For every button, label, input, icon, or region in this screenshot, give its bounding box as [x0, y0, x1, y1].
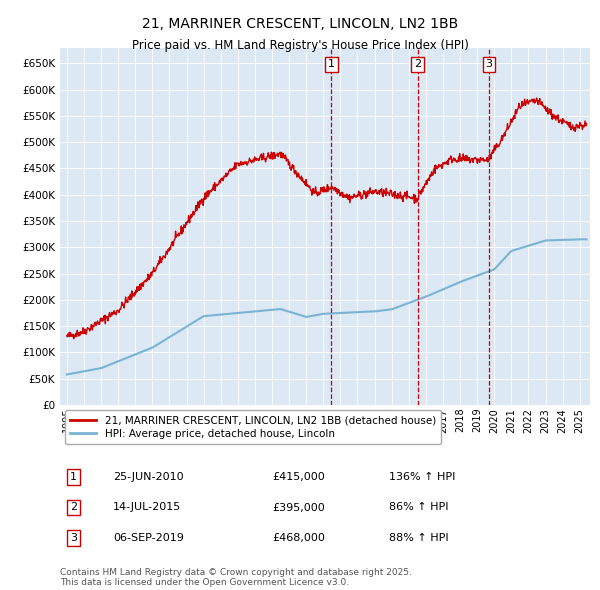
Text: 3: 3 — [70, 533, 77, 543]
Text: 06-SEP-2019: 06-SEP-2019 — [113, 533, 184, 543]
Text: 1: 1 — [70, 472, 77, 482]
Text: 2: 2 — [70, 503, 77, 513]
Text: 2: 2 — [414, 60, 421, 69]
Text: Contains HM Land Registry data © Crown copyright and database right 2025.
This d: Contains HM Land Registry data © Crown c… — [60, 568, 412, 587]
Text: 1: 1 — [328, 60, 335, 69]
Text: 21, MARRINER CRESCENT, LINCOLN, LN2 1BB: 21, MARRINER CRESCENT, LINCOLN, LN2 1BB — [142, 17, 458, 31]
Text: Price paid vs. HM Land Registry's House Price Index (HPI): Price paid vs. HM Land Registry's House … — [131, 38, 469, 51]
Text: 3: 3 — [485, 60, 492, 69]
Text: 14-JUL-2015: 14-JUL-2015 — [113, 503, 181, 513]
Legend: 21, MARRINER CRESCENT, LINCOLN, LN2 1BB (detached house), HPI: Average price, de: 21, MARRINER CRESCENT, LINCOLN, LN2 1BB … — [65, 410, 441, 444]
Text: £415,000: £415,000 — [272, 472, 325, 482]
Text: 25-JUN-2010: 25-JUN-2010 — [113, 472, 184, 482]
Text: 86% ↑ HPI: 86% ↑ HPI — [389, 503, 448, 513]
Text: £468,000: £468,000 — [272, 533, 325, 543]
Text: 136% ↑ HPI: 136% ↑ HPI — [389, 472, 455, 482]
Text: 88% ↑ HPI: 88% ↑ HPI — [389, 533, 448, 543]
Text: £395,000: £395,000 — [272, 503, 325, 513]
